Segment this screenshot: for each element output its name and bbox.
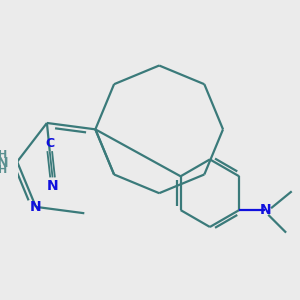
Text: N: N [0, 156, 8, 170]
Text: H: H [0, 165, 7, 175]
Text: C: C [45, 137, 54, 150]
Text: N: N [260, 203, 271, 217]
Text: H: H [0, 150, 7, 160]
Text: N: N [47, 179, 58, 193]
Text: N: N [30, 200, 42, 214]
